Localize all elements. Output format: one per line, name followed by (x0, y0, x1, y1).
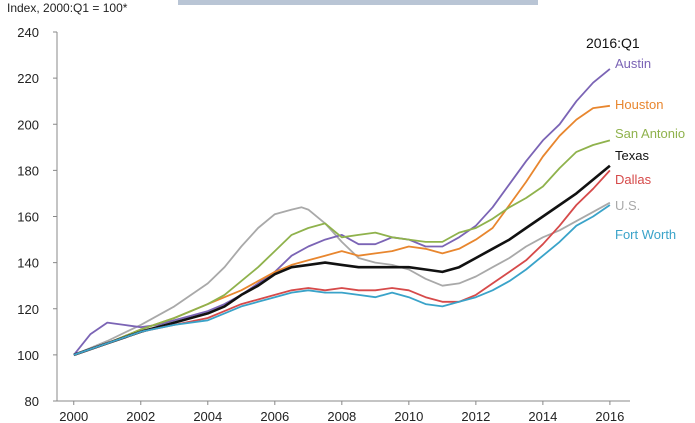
legend-label: Fort Worth (615, 227, 676, 242)
legend-label: U.S. (615, 198, 640, 213)
x-tick-label: 2000 (59, 409, 88, 423)
series-line-fort-worth (73, 204, 611, 356)
y-tick-label: 200 (17, 117, 39, 132)
series-line-dallas (73, 169, 611, 356)
y-tick-label: 180 (17, 163, 39, 178)
x-tick-label: 2006 (260, 409, 289, 423)
y-tick-label: 160 (17, 210, 39, 225)
chart-subtitle: Index, 2000:Q1 = 100* (7, 1, 128, 15)
y-tick-label: 240 (17, 25, 39, 40)
series-line-austin (73, 68, 611, 356)
legend-label: Texas (615, 148, 649, 163)
series-line-texas (73, 164, 611, 357)
legend-label: San Antonio (615, 126, 685, 141)
series-line-u-s- (73, 201, 611, 356)
x-tick-label: 2004 (193, 409, 222, 423)
legend-label: Dallas (615, 172, 652, 187)
y-tick-label: 120 (17, 302, 39, 317)
legend-label: Houston (615, 97, 663, 112)
y-tick-label: 220 (17, 71, 39, 86)
legend-label: Austin (615, 56, 651, 71)
y-tick-label: 140 (17, 256, 39, 271)
y-tick-label: 80 (25, 394, 39, 409)
x-tick-label: 2010 (394, 409, 423, 423)
x-tick-label: 2012 (461, 409, 490, 423)
x-tick-label: 2014 (528, 409, 557, 423)
series-line-houston (73, 104, 611, 356)
x-tick-label: 2008 (327, 409, 356, 423)
corner-label: 2016:Q1 (586, 35, 640, 51)
series-line-san-antonio (73, 139, 611, 356)
y-tick-label: 100 (17, 348, 39, 363)
x-tick-label: 2002 (126, 409, 155, 423)
header-band (178, 0, 538, 5)
x-tick-label: 2016 (595, 409, 624, 423)
